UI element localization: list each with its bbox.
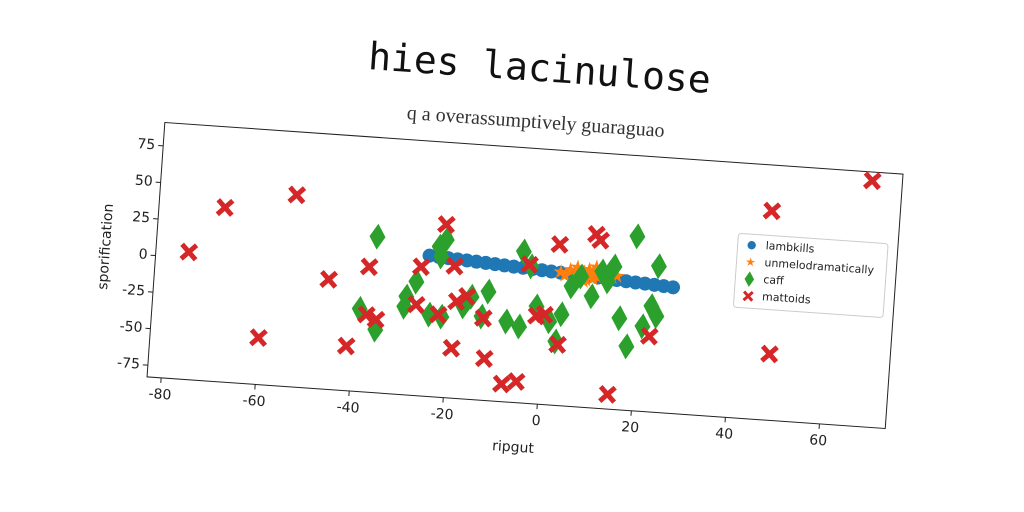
point (594, 258, 611, 285)
point (550, 235, 570, 254)
point (437, 215, 456, 234)
point (411, 257, 431, 277)
point (179, 242, 199, 262)
point (447, 292, 466, 311)
point (474, 349, 494, 368)
y-tick-label: -75 (117, 355, 141, 373)
point (336, 336, 356, 356)
plot-frame (146, 121, 904, 430)
point (557, 267, 573, 283)
point (406, 295, 426, 314)
point (215, 198, 235, 217)
point (428, 305, 448, 325)
legend-label: caff (763, 273, 785, 287)
point (457, 287, 477, 306)
point (408, 268, 425, 295)
chart-title: hies lacinulose (367, 34, 712, 102)
point (498, 308, 515, 335)
point (366, 310, 386, 329)
point (562, 261, 579, 277)
x-tick-label: -60 (242, 393, 266, 411)
chart-body: hies lacinulose q a overassumptively gua… (95, 34, 904, 457)
x-axis-label: ripgut (492, 438, 535, 457)
point (535, 305, 554, 324)
point (359, 257, 379, 277)
point (648, 303, 665, 330)
point (606, 253, 623, 280)
point (506, 372, 526, 391)
legend-marker (746, 257, 756, 267)
point (762, 201, 782, 221)
x-tick-label: 0 (531, 413, 541, 430)
point (287, 185, 307, 205)
point (511, 313, 528, 340)
point (319, 270, 339, 289)
legend-marker (742, 290, 754, 302)
x-tick-label: 60 (809, 432, 828, 449)
point (445, 256, 465, 276)
x-tick-label: -40 (336, 399, 360, 417)
point (643, 293, 660, 320)
point (629, 223, 646, 250)
point (573, 263, 590, 290)
y-tick-label: 75 (137, 136, 156, 153)
point (650, 253, 667, 280)
point (548, 335, 567, 354)
point (666, 280, 681, 295)
point (639, 326, 659, 346)
point (862, 171, 882, 191)
y-tick-label: 25 (132, 209, 151, 226)
legend-label: mattoids (762, 290, 812, 306)
point (249, 328, 268, 348)
point (442, 338, 461, 358)
point (598, 385, 617, 404)
y-tick-label: 50 (134, 173, 153, 190)
point (583, 283, 600, 310)
point (553, 264, 569, 279)
y-tick-label: 0 (138, 246, 148, 263)
point (634, 313, 651, 340)
point (760, 344, 779, 364)
point (589, 259, 605, 275)
x-tick-label: -20 (430, 406, 454, 424)
point (611, 305, 628, 332)
point (463, 283, 480, 310)
x-tick-label: 20 (621, 419, 640, 436)
point (396, 293, 413, 320)
point (492, 374, 511, 394)
y-tick-label: -50 (119, 319, 143, 337)
legend-label: lambkills (765, 239, 815, 255)
point (591, 230, 611, 250)
y-tick-label: -25 (122, 282, 146, 300)
point (520, 255, 539, 274)
legend-marker (747, 241, 756, 250)
legend-marker (744, 271, 755, 287)
point (570, 259, 586, 275)
chart-subtitle: q a overassumptively guaraguao (406, 102, 665, 142)
point (480, 278, 497, 305)
point (357, 305, 376, 325)
point (553, 301, 570, 328)
point (515, 238, 532, 265)
y-axis-label: sporification (95, 203, 117, 290)
legend-box (733, 232, 889, 318)
point (369, 223, 386, 250)
point (473, 308, 493, 328)
x-tick-label: 40 (715, 426, 734, 443)
point (618, 333, 635, 360)
point (585, 270, 602, 286)
x-tick-label: -80 (148, 386, 172, 404)
